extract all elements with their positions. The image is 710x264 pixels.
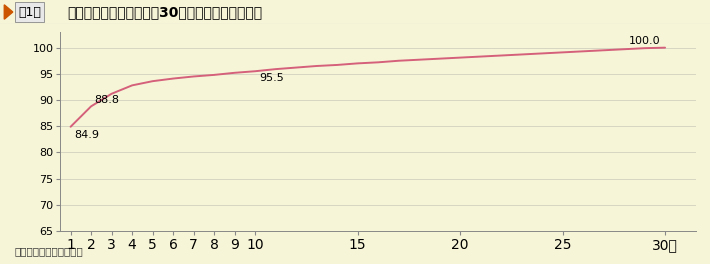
Text: 95.5: 95.5: [259, 73, 284, 83]
Text: 84.9: 84.9: [75, 130, 99, 140]
Text: 88.8: 88.8: [94, 95, 119, 105]
Text: 事故発生後の経過日数別30日以内死者累積構成率: 事故発生後の経過日数別30日以内死者累積構成率: [67, 5, 263, 19]
Text: 第1図: 第1図: [18, 6, 41, 18]
Text: 注　警察庁資料による。: 注 警察庁資料による。: [14, 247, 83, 256]
Polygon shape: [4, 5, 13, 19]
Text: 100.0: 100.0: [629, 36, 661, 46]
